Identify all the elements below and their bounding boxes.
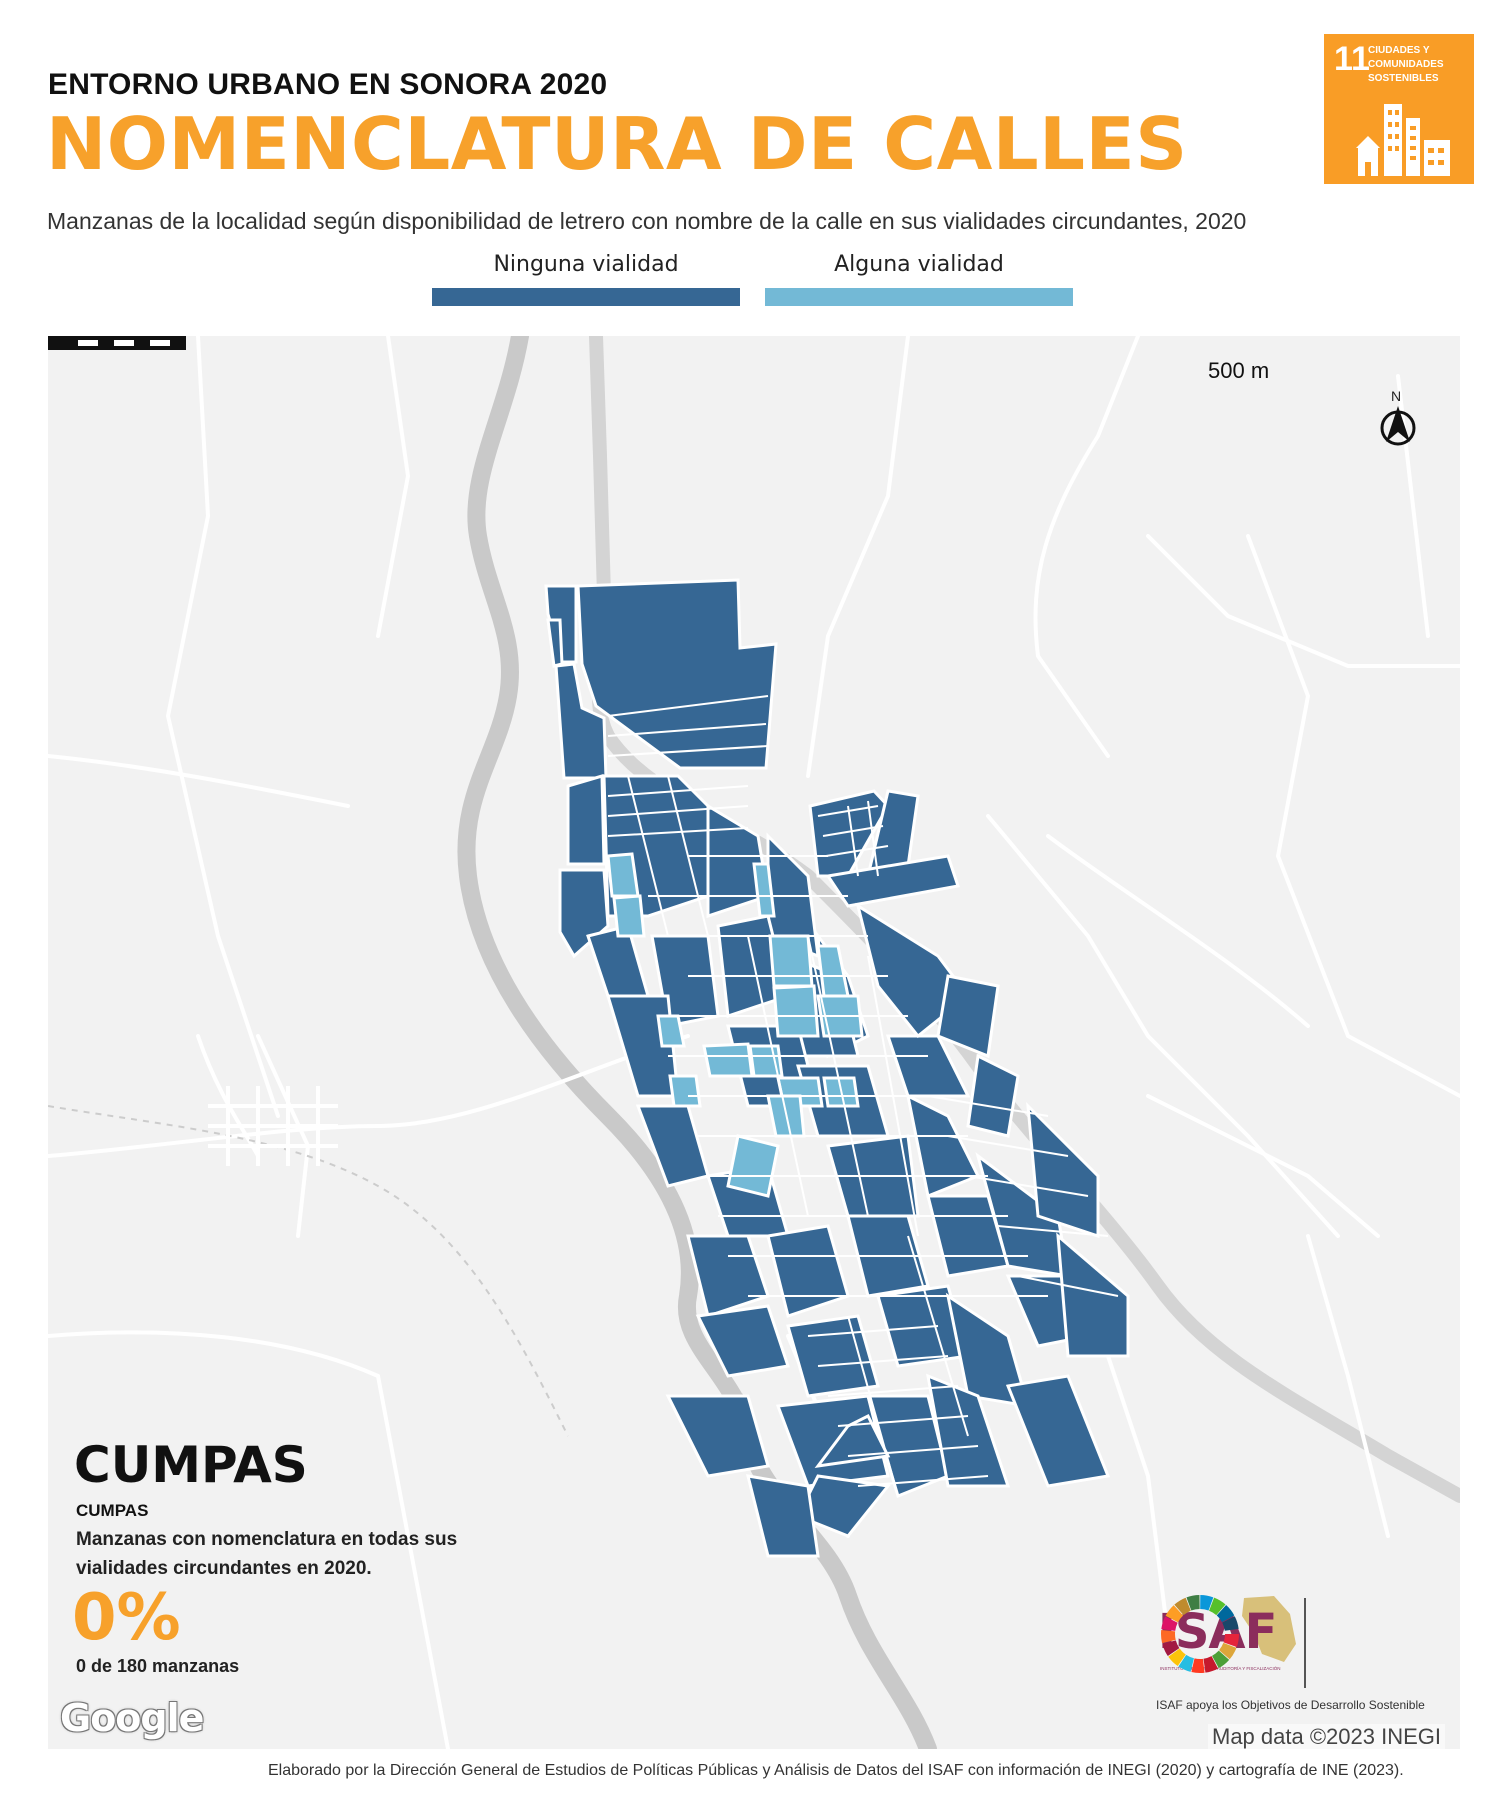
isaf-logo-subtext: INSTITUTO SUPERIOR DE AUDITORÍA Y FISCAL… (1160, 1666, 1281, 1671)
locality-percentage: 0% (72, 1581, 181, 1655)
scale-label: 500 m (1208, 358, 1270, 383)
locality-count: 0 de 180 manzanas (76, 1656, 240, 1676)
scale-bar (48, 336, 186, 350)
footer-credit: Elaborado por la Dirección General de Es… (268, 1762, 1404, 1779)
locality-subname: CUMPAS (76, 1501, 149, 1520)
sdg-wheel-icon (1161, 1595, 1239, 1673)
north-label: N (1391, 388, 1402, 404)
north-arrow-icon: N (1378, 388, 1418, 448)
map-canvas[interactable] (48, 336, 1460, 1749)
page-title: NOMENCLATURA DE CALLES (46, 102, 1188, 186)
logo-divider (1304, 1598, 1306, 1688)
map-attribution[interactable]: Map data ©2023 INEGI (1208, 1724, 1446, 1749)
locality-name: CUMPAS (74, 1436, 308, 1494)
isaf-logo: ISAF INSTITUTO SUPERIOR DE AUDITORÍA Y F… (1158, 1592, 1428, 1702)
legend-label: Alguna vialidad (834, 252, 1004, 277)
map-panel[interactable]: 500 m N CUMPAS CUMPAS Manzanas con nomen… (48, 336, 1460, 1749)
sdg-11-badge: 11 CIUDADES Y COMUNIDADES SOSTENIBLES (1324, 34, 1474, 184)
header-subtitle: ENTORNO URBANO EN SONORA 2020 (48, 68, 608, 101)
sonora-map-icon (1242, 1596, 1296, 1662)
google-logo: Google (60, 1696, 204, 1740)
legend-swatch (432, 288, 740, 306)
legend-item-alguna: Alguna vialidad (765, 252, 1073, 306)
sdg-label: CIUDADES Y COMUNIDADES SOSTENIBLES (1368, 45, 1444, 84)
legend-item-ninguna: Ninguna vialidad (432, 252, 740, 306)
river (457, 336, 937, 1749)
legend-label: Ninguna vialidad (493, 252, 679, 277)
legend-swatch (765, 288, 1073, 306)
map-description: Manzanas de la localidad según disponibi… (47, 208, 1247, 234)
isaf-caption: ISAF apoya los Objetivos de Desarrollo S… (1156, 1698, 1425, 1712)
sdg-number: 11 (1334, 40, 1370, 78)
locality-description: Manzanas con nomenclatura en todas sus v… (76, 1529, 458, 1579)
city-buildings-icon (1356, 104, 1450, 176)
